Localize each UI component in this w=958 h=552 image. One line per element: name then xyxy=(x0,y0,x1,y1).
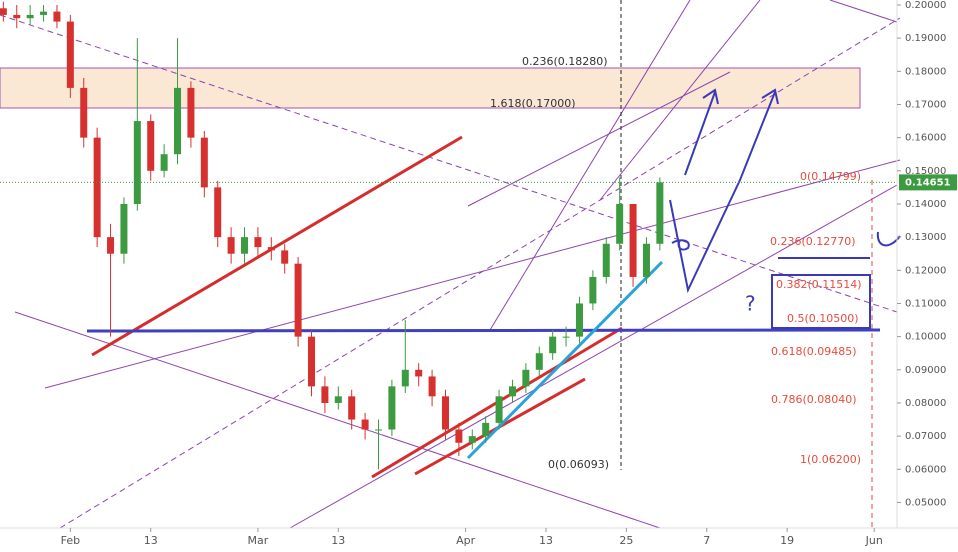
candle-body xyxy=(428,376,436,397)
candle-body xyxy=(401,369,409,387)
x-tick-label: Feb xyxy=(61,534,80,547)
candle-body xyxy=(348,396,356,420)
candle-body xyxy=(374,429,382,431)
y-tick-label: 0.08000 xyxy=(905,398,946,409)
y-tick-label: 0.14000 xyxy=(905,199,946,210)
candle-body xyxy=(334,396,342,403)
candle-body xyxy=(254,237,262,248)
x-tick-label: Apr xyxy=(456,534,476,547)
candle-body xyxy=(308,336,316,387)
candle-body xyxy=(93,137,101,238)
candle-body xyxy=(549,336,557,354)
candle-body xyxy=(468,436,476,443)
candle-body xyxy=(107,237,115,254)
x-tick-label: 19 xyxy=(780,534,794,547)
x-tick-label: Mar xyxy=(248,534,269,547)
fib-label: 0(0.14799) xyxy=(800,170,861,183)
candle-body xyxy=(174,87,182,155)
fib-label: 0.236(0.12770) xyxy=(770,235,856,248)
candle-body xyxy=(415,369,423,377)
fib-label: 0.618(0.09485) xyxy=(771,345,857,358)
candle-body xyxy=(187,87,195,138)
fib-label: 0(0.06093) xyxy=(548,458,609,471)
candle-body xyxy=(214,187,222,238)
candle-body xyxy=(40,11,48,15)
candle-body xyxy=(616,203,624,244)
y-tick-label: 0.20000 xyxy=(905,0,946,11)
question-mark: ? xyxy=(745,292,756,316)
candle-body xyxy=(508,386,516,397)
candle-body xyxy=(66,21,74,88)
y-tick-label: 0.05000 xyxy=(905,497,946,508)
fib-label: 0.382(0.11514) xyxy=(776,278,862,291)
fib-label: 1.618(0.17000) xyxy=(490,97,576,110)
candle-body xyxy=(535,353,543,370)
hand-drawing xyxy=(669,88,901,329)
candle-body xyxy=(241,237,249,254)
x-tick-label: 13 xyxy=(144,534,158,547)
y-tick-label: 0.09000 xyxy=(905,365,946,376)
x-tick-label: 13 xyxy=(331,534,345,547)
candle-body xyxy=(455,429,463,443)
x-tick-label: Jun xyxy=(865,534,883,547)
candle-body xyxy=(642,243,650,277)
candle-body xyxy=(267,247,275,251)
y-tick-label: 0.11000 xyxy=(905,298,946,309)
candle-body xyxy=(294,263,302,337)
candle-body xyxy=(120,203,128,254)
candle-body xyxy=(575,303,583,337)
candle-body xyxy=(281,250,289,264)
candle-body xyxy=(482,422,490,437)
candle-body xyxy=(361,419,369,430)
y-tick-label: 0.15000 xyxy=(905,166,946,177)
y-tick-label: 0.06000 xyxy=(905,464,946,475)
y-tick-label: 0.13000 xyxy=(905,232,946,243)
x-tick-label: 13 xyxy=(539,534,553,547)
x-tick-label: 25 xyxy=(619,534,633,547)
y-tick-label: 0.12000 xyxy=(905,265,946,276)
fib-label: 0.786(0.08040) xyxy=(771,393,857,406)
candle-body xyxy=(80,87,88,138)
candle-body xyxy=(441,396,449,430)
candle-body xyxy=(321,386,329,403)
candle-body xyxy=(26,14,34,19)
candle-body xyxy=(53,11,61,22)
candle-body xyxy=(656,182,664,244)
y-tick-label: 0.10000 xyxy=(905,332,946,343)
candle-body xyxy=(0,8,7,15)
zone xyxy=(0,67,861,109)
candle-body xyxy=(562,336,570,338)
candle-body xyxy=(589,276,597,304)
candle-body xyxy=(160,154,168,171)
candle-body xyxy=(388,386,396,430)
candle-body xyxy=(13,14,21,19)
y-tick-label: 0.07000 xyxy=(905,431,946,442)
drawings xyxy=(0,0,901,529)
fib-label: 1(0.06200) xyxy=(800,453,861,466)
x-tick-label: 7 xyxy=(703,534,710,547)
y-tick-label: 0.17000 xyxy=(905,99,946,110)
candle-body xyxy=(200,137,208,188)
candle-body xyxy=(495,396,503,423)
candle-body xyxy=(629,203,637,277)
candle-body xyxy=(602,243,610,277)
y-tick-label: 0.18000 xyxy=(905,66,946,77)
fib-label: 0.236(0.18280) xyxy=(522,55,608,68)
candle-body xyxy=(133,121,141,204)
candle-body xyxy=(522,369,530,387)
fib-label: 0.5(0.10500) xyxy=(787,312,859,325)
trendline xyxy=(466,260,664,460)
y-tick-label: 0.16000 xyxy=(905,133,946,144)
last-price-label: 0.14651 xyxy=(905,177,951,188)
candle-body xyxy=(227,237,235,254)
support-line xyxy=(86,328,881,333)
last-price-box xyxy=(899,174,957,191)
candle-body xyxy=(147,121,155,171)
y-tick-label: 0.19000 xyxy=(905,33,946,44)
